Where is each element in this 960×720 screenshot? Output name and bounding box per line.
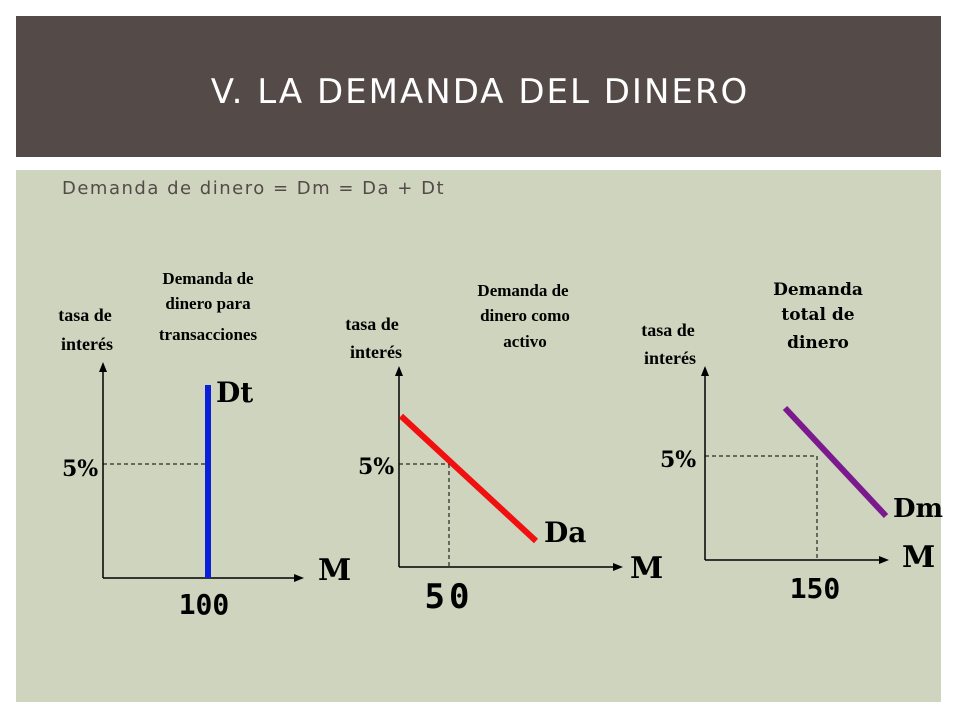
panel-title-line-2: dinero para — [165, 294, 251, 313]
title-bar — [16, 16, 941, 157]
panel-transactions: Demanda de dinero para transacciones tas… — [58, 269, 351, 621]
y-axis-arrow-icon — [395, 366, 403, 376]
slide-title: V. LA DEMANDA DEL DINERO — [210, 72, 750, 112]
rate-label: 5% — [358, 454, 394, 480]
quantity-label: 150 — [790, 572, 841, 605]
panel-title-line-3: activo — [503, 332, 546, 351]
content-area — [16, 170, 941, 702]
panel-title-line-1: Demanda — [773, 280, 863, 300]
panel-asset: Demanda de dinero como activo tasa de in… — [345, 281, 663, 617]
panel-title-line-1: Demanda de — [477, 281, 569, 300]
y-axis-label-line-2: interés — [644, 348, 696, 368]
quantity-label: 100 — [179, 588, 230, 621]
slide-subtitle: Demanda de dinero = Dm = Da + Dt — [62, 178, 446, 199]
curve-da — [398, 413, 539, 544]
x-axis-label: M — [902, 540, 935, 575]
panel-title-line-1: Demanda de — [162, 269, 254, 288]
x-axis-arrow-icon — [294, 574, 304, 582]
x-axis-label: M — [630, 551, 663, 586]
y-axis-label-line-2: interés — [61, 334, 113, 354]
y-axis-arrow-icon — [701, 366, 709, 376]
rate-label: 5% — [62, 456, 98, 482]
y-axis-label-line-1: tasa de — [641, 320, 695, 340]
y-axis-arrow-icon — [99, 362, 107, 372]
y-axis-label-line-1: tasa de — [58, 305, 112, 325]
panel-title-line-2: dinero como — [480, 306, 570, 325]
y-axis-label-line-1: tasa de — [345, 314, 399, 334]
panel-title-line-2: total de — [781, 305, 854, 325]
curve-label: Dm — [893, 494, 943, 524]
x-axis-label: M — [318, 553, 351, 588]
panel-title-line-3: transacciones — [159, 325, 258, 344]
curve-label: Da — [544, 516, 586, 549]
curve-label: Dt — [216, 376, 253, 409]
quantity-label: 50 — [425, 577, 474, 617]
curve-dm — [782, 405, 889, 519]
panel-title-line-3: dinero — [787, 333, 849, 353]
rate-label: 5% — [660, 447, 696, 473]
panel-total: Demanda total de dinero tasa de interés … — [641, 280, 943, 605]
x-axis-arrow-icon — [879, 556, 889, 564]
x-axis-arrow-icon — [613, 563, 623, 571]
y-axis-label-line-2: interés — [350, 342, 402, 362]
